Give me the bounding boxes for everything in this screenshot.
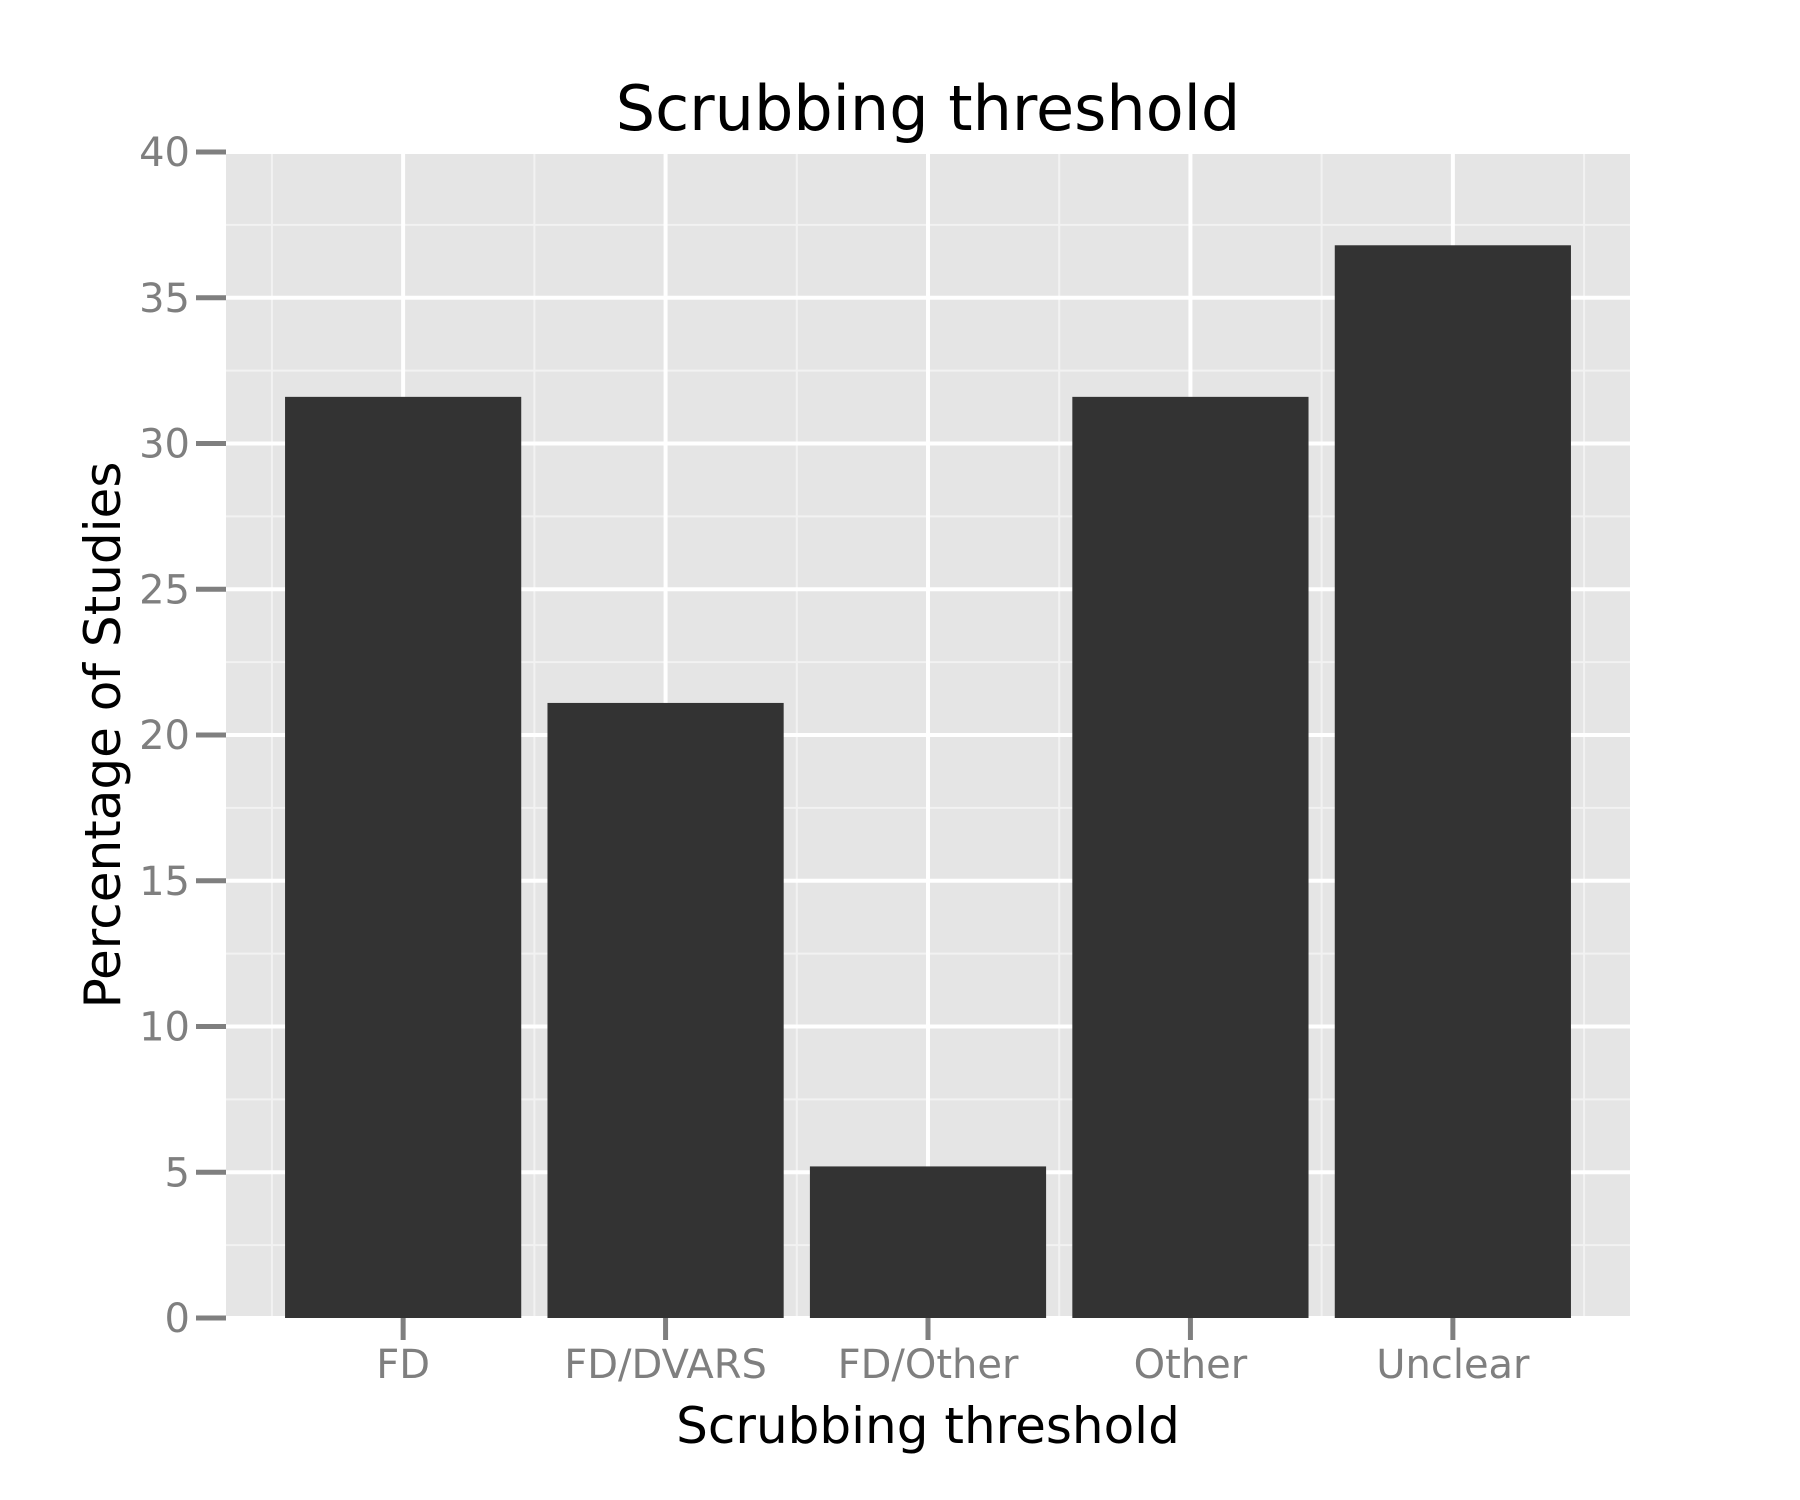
y-tick-label: 40 — [139, 130, 190, 176]
x-tick-label: FD — [376, 1342, 430, 1388]
bar-fd — [285, 396, 522, 1318]
y-tick-label: 35 — [139, 276, 190, 322]
y-tick-label: 20 — [139, 713, 190, 759]
x-tick-label: FD/DVARS — [564, 1342, 767, 1388]
bar-unclear — [1334, 245, 1571, 1318]
bar-fd-other — [809, 1166, 1047, 1318]
bar-other — [1072, 396, 1309, 1318]
x-tick-label: Unclear — [1376, 1342, 1530, 1388]
x-axis-title: Scrubbing threshold — [676, 1397, 1180, 1455]
y-tick-label: 0 — [165, 1296, 190, 1342]
y-axis-title: Percentage of Studies — [74, 462, 132, 1009]
x-axis: FD FD/DVARS FD/Other Other Unclear — [376, 1318, 1530, 1388]
x-tick-label: Other — [1134, 1342, 1248, 1388]
y-tick-label: 15 — [139, 859, 190, 905]
bar-fd-dvars — [547, 702, 784, 1318]
y-tick-label: 10 — [139, 1005, 190, 1051]
y-tick-label: 25 — [139, 567, 190, 613]
y-tick-label: 30 — [139, 422, 190, 468]
x-tick-label: FD/Other — [838, 1342, 1019, 1388]
chart-title: Scrubbing threshold — [616, 72, 1241, 145]
bars — [285, 245, 1571, 1318]
y-axis: 0 5 10 15 20 25 30 35 40 — [139, 130, 226, 1342]
y-tick-label: 5 — [165, 1150, 190, 1196]
